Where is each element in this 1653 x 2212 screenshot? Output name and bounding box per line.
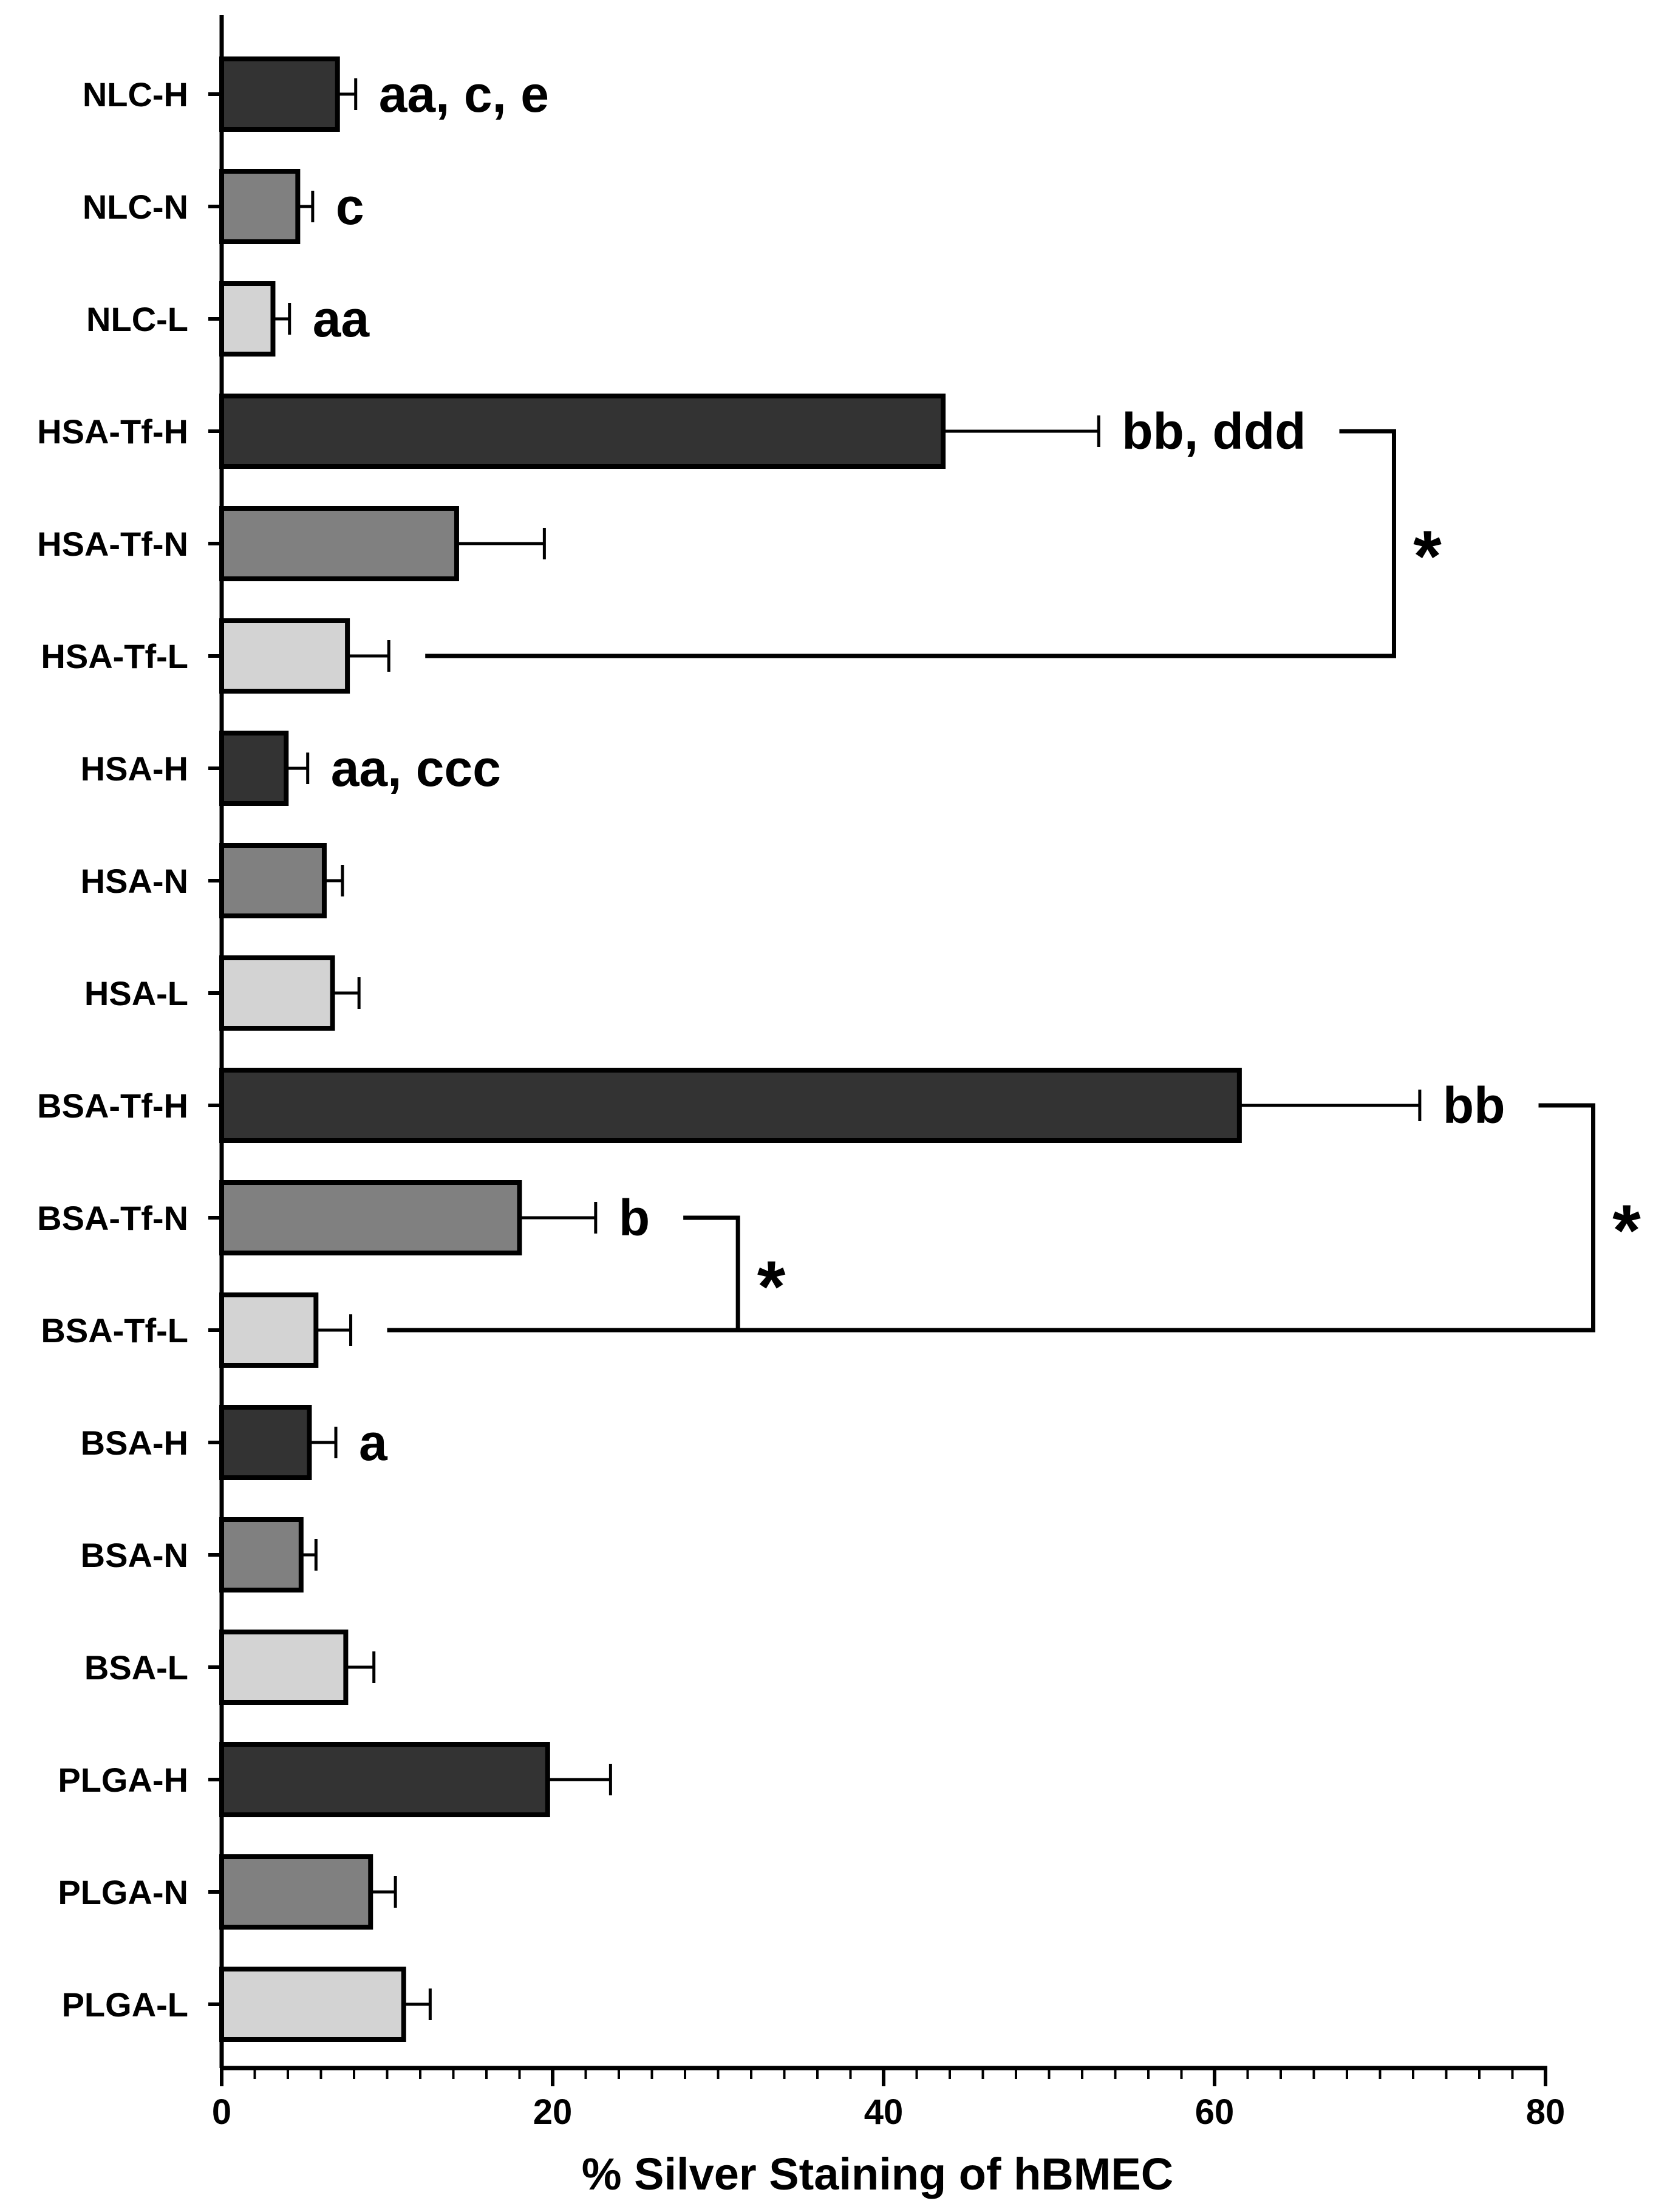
- error-bar-plga-n: [370, 1876, 397, 1908]
- error-bar-hsa-tf-h: [943, 415, 1100, 447]
- error-bar-hsa-n: [324, 865, 344, 896]
- category-label-hsa-tf-n: HSA-Tf-N: [37, 525, 188, 563]
- annotation-hsa-h: aa, ccc: [331, 740, 501, 797]
- category-label-nlc-h: NLC-H: [83, 75, 188, 114]
- x-tick-label-0: 0: [212, 2092, 231, 2132]
- category-label-nlc-l: NLC-L: [86, 300, 188, 338]
- bars-layer: [219, 56, 1242, 2042]
- significance-star-2: *: [757, 1246, 786, 1328]
- category-label-hsa-tf-h: HSA-Tf-H: [37, 412, 188, 451]
- error-bar-bsa-l: [346, 1651, 376, 1683]
- bar-nlc-h: [219, 56, 340, 132]
- bar-plga-h: [219, 1742, 550, 1817]
- annotation-nlc-l: aa: [313, 290, 370, 347]
- bar-bsa-l: [219, 1630, 349, 1705]
- category-label-bsa-l: BSA-L: [84, 1648, 188, 1687]
- bar-hsa-tf-l: [219, 618, 350, 694]
- error-bar-hsa-tf-n: [456, 528, 546, 559]
- significance-brackets-layer: * * *: [387, 429, 1641, 1333]
- annotation-bsa-tf-n: b: [619, 1189, 650, 1246]
- bar-hsa-h: [219, 731, 289, 806]
- category-label-hsa-h: HSA-H: [81, 749, 188, 788]
- x-tick-label-20: 20: [533, 2092, 573, 2132]
- error-bar-bsa-n: [301, 1539, 318, 1571]
- bar-bsa-tf-h: [219, 1068, 1242, 1143]
- annotation-bsa-tf-h: bb: [1443, 1077, 1505, 1134]
- bar-hsa-n: [219, 843, 327, 918]
- bar-bsa-h: [219, 1405, 312, 1480]
- significance-bracket-line-1: [425, 429, 1396, 658]
- error-bar-bsa-tf-l: [316, 1314, 353, 1346]
- category-label-plga-h: PLGA-H: [58, 1761, 188, 1799]
- category-label-bsa-tf-n: BSA-Tf-N: [37, 1199, 188, 1237]
- significance-bracket-3: *: [387, 1103, 1641, 1333]
- annotation-nlc-n: c: [336, 178, 364, 235]
- error-bar-hsa-h: [286, 753, 310, 784]
- bar-nlc-l: [219, 281, 276, 357]
- category-label-bsa-tf-l: BSA-Tf-L: [41, 1311, 188, 1350]
- significance-star-1: *: [1413, 516, 1442, 597]
- category-label-hsa-n: HSA-N: [81, 862, 188, 900]
- bar-bsa-tf-l: [219, 1292, 319, 1368]
- error-bar-hsa-tf-l: [347, 640, 390, 672]
- category-labels-layer: NLC-H NLC-N NLC-L HSA-Tf-H HSA-Tf-N HSA-Tf-L H…: [37, 75, 188, 2024]
- error-bar-nlc-h: [337, 78, 358, 110]
- category-label-hsa-l: HSA-L: [84, 974, 188, 1012]
- x-axis-title: % Silver Staining of hBMEC: [582, 2149, 1173, 2199]
- bar-bsa-tf-n: [219, 1180, 522, 1255]
- x-tick-label-60: 60: [1195, 2092, 1235, 2132]
- category-label-bsa-n: BSA-N: [81, 1536, 188, 1574]
- significance-bracket-1: *: [425, 429, 1442, 658]
- bar-bsa-n: [219, 1517, 304, 1592]
- bar-plga-n: [219, 1854, 373, 1930]
- significance-star-3: *: [1612, 1190, 1641, 1271]
- category-label-plga-n: PLGA-N: [58, 1873, 188, 1911]
- category-label-bsa-h: BSA-H: [81, 1424, 188, 1462]
- bar-hsa-tf-n: [219, 506, 459, 581]
- bar-hsa-tf-h: [219, 394, 946, 469]
- category-label-plga-l: PLGA-L: [62, 1985, 188, 2024]
- x-tick-label-40: 40: [864, 2092, 904, 2132]
- bar-nlc-n: [219, 169, 301, 244]
- significance-bracket-line-3: [387, 1103, 1596, 1333]
- error-bars-layer: [273, 78, 1422, 2020]
- annotation-nlc-h: aa, c, e: [379, 66, 549, 123]
- error-bar-bsa-tf-n: [519, 1202, 598, 1234]
- category-label-hsa-tf-l: HSA-Tf-L: [41, 637, 188, 675]
- x-tick-label-80: 80: [1526, 2092, 1566, 2132]
- bar-plga-l: [219, 1967, 406, 2042]
- axes-layer: 0 20 40 60 80: [208, 15, 1565, 2132]
- error-bar-plga-l: [403, 1988, 432, 2020]
- error-bar-bsa-h: [309, 1427, 338, 1458]
- annotation-bsa-h: a: [359, 1414, 388, 1471]
- category-label-nlc-n: NLC-N: [83, 188, 188, 226]
- error-bar-hsa-l: [332, 977, 361, 1009]
- error-bar-plga-h: [547, 1764, 612, 1795]
- category-label-bsa-tf-h: BSA-Tf-H: [37, 1087, 188, 1125]
- bar-hsa-l: [219, 955, 335, 1031]
- annotation-hsa-tf-h: bb, ddd: [1122, 403, 1306, 460]
- error-bar-bsa-tf-h: [1239, 1090, 1422, 1121]
- error-bar-nlc-l: [273, 303, 291, 335]
- error-bar-nlc-n: [298, 191, 315, 222]
